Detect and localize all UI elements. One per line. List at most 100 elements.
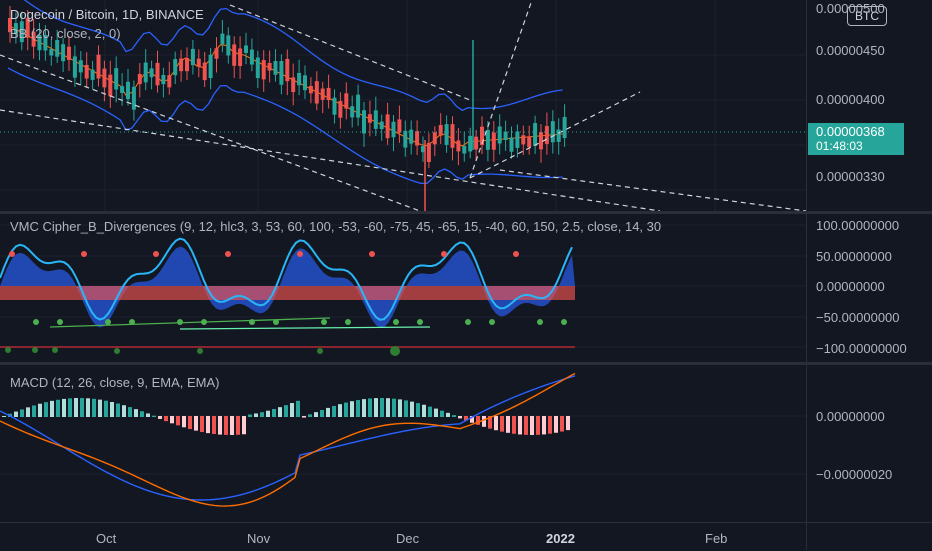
- histogram-bar: [86, 398, 90, 417]
- candle-body: [556, 129, 561, 142]
- main-chart-pane[interactable]: Dogecoin / Bitcoin, 1D, BINANCE BB (20, …: [0, 0, 932, 211]
- buy-signal-dot: [317, 348, 323, 354]
- macd-canvas[interactable]: [0, 365, 806, 520]
- signal-dot: [273, 319, 279, 325]
- histogram-bar: [278, 407, 282, 417]
- candle-body: [173, 59, 178, 76]
- candle-body: [491, 132, 496, 150]
- histogram-bar: [254, 413, 258, 417]
- signal-dot: [33, 319, 39, 325]
- histogram-bar: [98, 399, 102, 417]
- histogram-bar: [326, 407, 330, 417]
- macd-legend[interactable]: MACD (12, 26, close, 9, EMA, EMA): [10, 375, 220, 390]
- histogram-bar: [170, 416, 174, 424]
- macd-tick-0: 0.00000000: [816, 409, 885, 424]
- histogram-bar: [344, 402, 348, 417]
- candle-body: [468, 135, 473, 152]
- candle-body: [338, 101, 343, 118]
- candle-body: [55, 40, 60, 57]
- candle-body: [391, 121, 396, 138]
- candle-body: [373, 110, 378, 129]
- candle-body: [332, 97, 337, 115]
- histogram-bar: [158, 416, 162, 419]
- candle-body: [244, 45, 248, 53]
- time-label-dec: Dec: [396, 531, 420, 546]
- histogram-bar: [260, 412, 264, 417]
- candle-body: [515, 131, 520, 148]
- histogram-bar: [332, 405, 336, 417]
- candle-body: [267, 62, 272, 71]
- candle-body: [462, 145, 467, 154]
- signal-dot: [561, 319, 567, 325]
- candle-body: [285, 58, 290, 82]
- wavetrend-line: [0, 237, 573, 321]
- histogram-bar: [512, 416, 516, 434]
- bollinger-legend[interactable]: BB (20, close, 2, 0): [10, 26, 121, 41]
- histogram-bar: [224, 416, 228, 435]
- histogram-bar: [206, 416, 210, 434]
- histogram-bar: [566, 416, 570, 431]
- signal-dot: [201, 319, 207, 325]
- vmc-cipher-pane[interactable]: VMC Cipher_B_Divergences (9, 12, hlc3, 3…: [0, 214, 932, 362]
- macd-pane[interactable]: MACD (12, 26, close, 9, EMA, EMA) 0.0000…: [0, 365, 932, 520]
- divergence-line: [49, 317, 331, 328]
- candle-body: [96, 54, 101, 79]
- signal-dot: [417, 319, 423, 325]
- candle-body: [149, 68, 154, 78]
- candle-body: [226, 35, 231, 56]
- histogram-bar: [182, 416, 186, 428]
- candle-body: [273, 61, 278, 75]
- time-axis[interactable]: Oct Nov Dec 2022 Feb: [0, 522, 932, 551]
- candle-body: [385, 114, 390, 139]
- vmc-tick-1: 50.00000000: [816, 249, 892, 264]
- buy-signal-dot: [5, 347, 11, 353]
- histogram-bar: [236, 416, 240, 435]
- price-chart-canvas[interactable]: [0, 0, 806, 211]
- histogram-bar: [128, 407, 132, 417]
- histogram-bar: [62, 398, 66, 417]
- vmc-tick-2: 0.00000000: [816, 279, 885, 294]
- pane-separator-1[interactable]: [0, 211, 932, 214]
- signal-dot: [465, 319, 471, 325]
- histogram-bar: [482, 416, 486, 427]
- trendline: [229, 4, 471, 101]
- signal-dot: [441, 251, 447, 257]
- buy-signal-dot: [114, 348, 120, 354]
- histogram-bar: [356, 400, 360, 417]
- divergence-line: [179, 326, 431, 330]
- histogram-bar: [398, 399, 402, 417]
- histogram-bar: [194, 416, 198, 431]
- candle-body: [450, 124, 455, 148]
- vmc-cipher-canvas[interactable]: [0, 214, 806, 362]
- pane-separator-2[interactable]: [0, 362, 932, 365]
- candle-body: [220, 33, 225, 45]
- histogram-bar: [404, 400, 408, 417]
- histogram-bar: [290, 403, 294, 417]
- candle-body: [19, 21, 24, 43]
- histogram-bar: [140, 411, 144, 417]
- signal-dot: [489, 319, 495, 325]
- currency-badge[interactable]: BTC: [847, 6, 887, 26]
- histogram-bar: [458, 416, 462, 419]
- histogram-bar: [110, 401, 114, 417]
- candle-body: [308, 85, 313, 94]
- histogram-bar: [554, 416, 558, 433]
- candle-body: [120, 86, 125, 93]
- candle-body: [90, 69, 95, 80]
- candle-body: [356, 94, 361, 118]
- histogram-bar: [536, 416, 540, 435]
- buy-signal-dot: [197, 348, 203, 354]
- trendline: [0, 54, 421, 211]
- histogram-bar: [302, 416, 306, 418]
- histogram-bar: [488, 416, 492, 429]
- candle-body: [480, 126, 484, 145]
- trendline: [469, 0, 533, 179]
- candle-body: [13, 23, 18, 34]
- histogram-bar: [392, 398, 396, 417]
- bollinger-lower-band: [7, 67, 563, 185]
- histogram-bar: [314, 412, 318, 417]
- time-label-oct: Oct: [96, 531, 117, 546]
- vmc-legend[interactable]: VMC Cipher_B_Divergences (9, 12, hlc3, 3…: [10, 219, 662, 234]
- symbol-legend[interactable]: Dogecoin / Bitcoin, 1D, BINANCE: [10, 7, 204, 22]
- signal-dot: [345, 319, 351, 325]
